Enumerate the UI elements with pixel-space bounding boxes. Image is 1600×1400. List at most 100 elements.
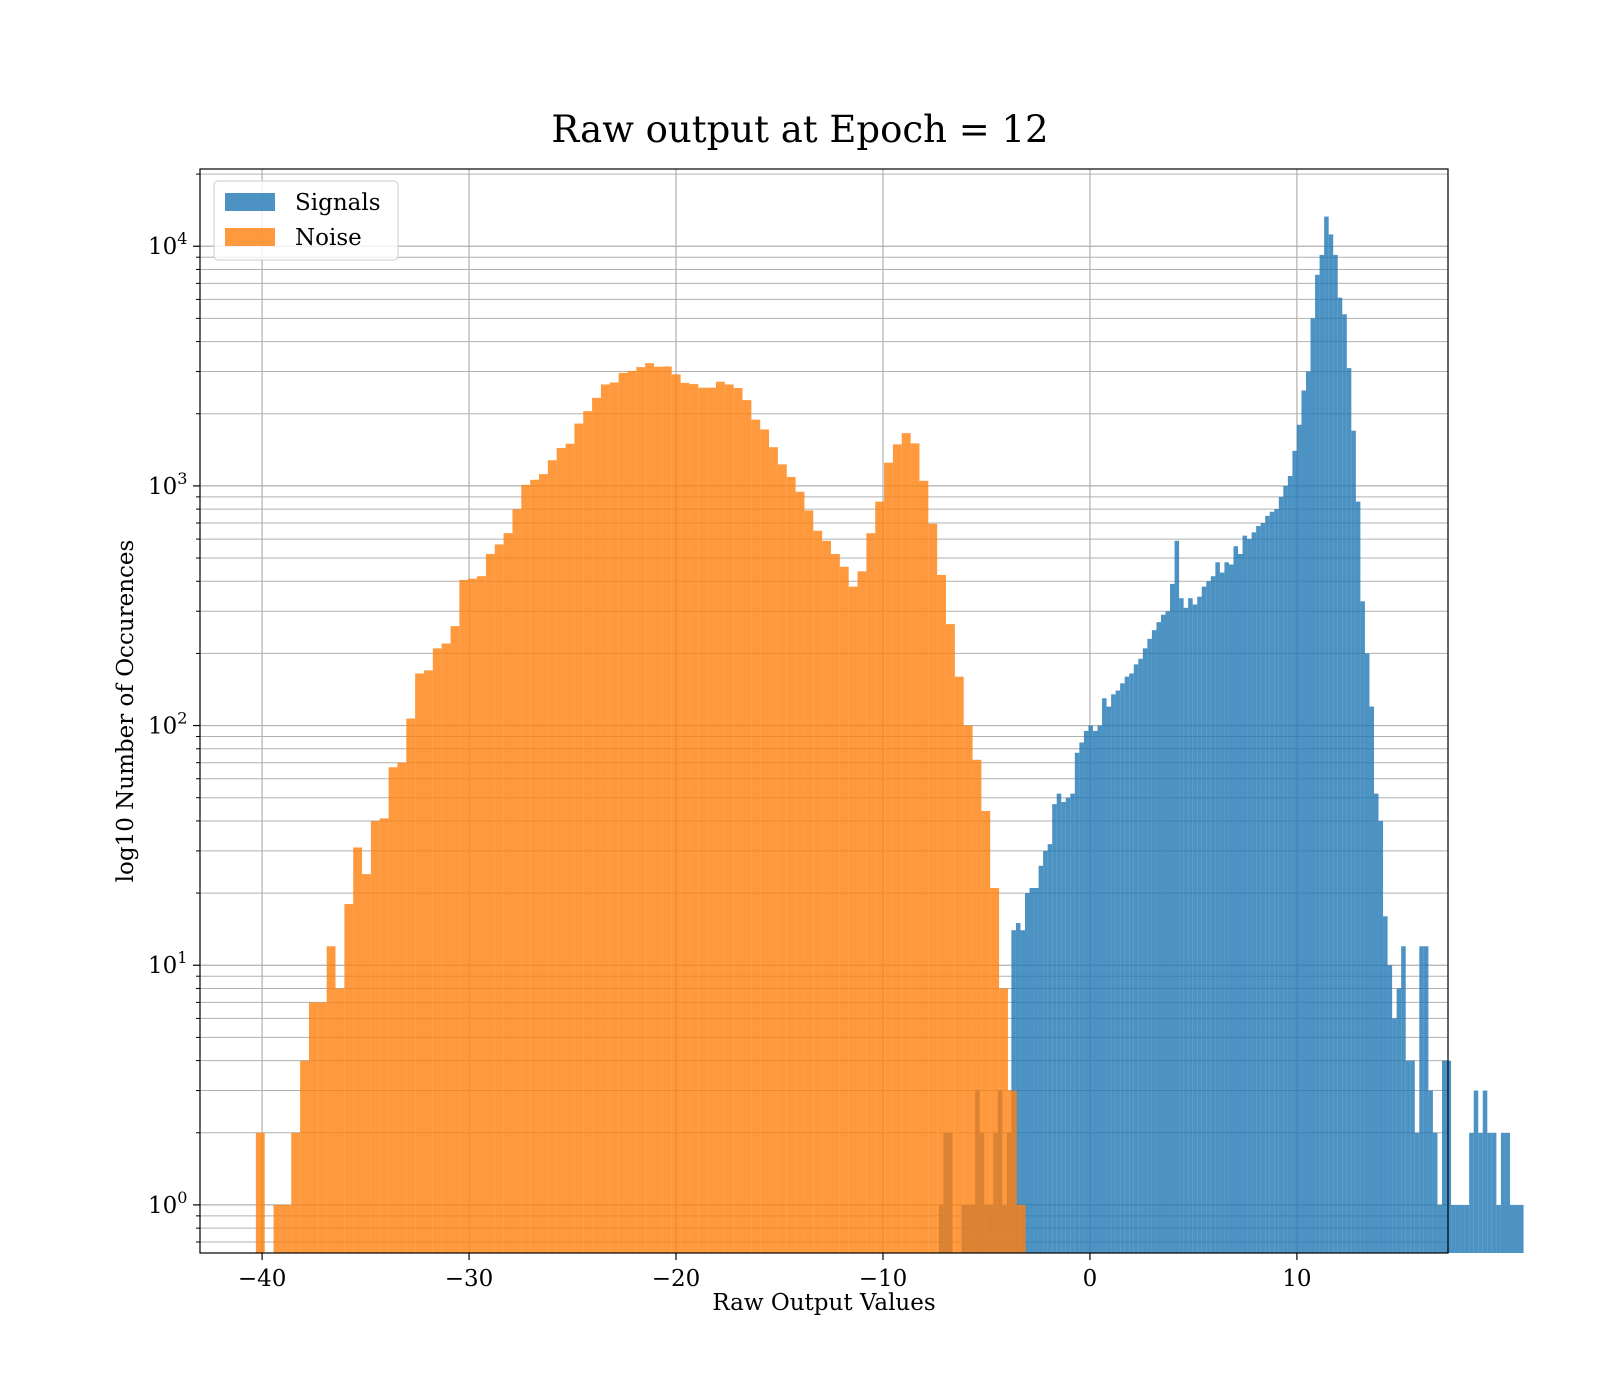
- bar-noise: [485, 553, 495, 1253]
- bar-signals: [1269, 511, 1275, 1253]
- bar-noise: [574, 423, 584, 1253]
- bar-signals: [1029, 888, 1035, 1253]
- x-tick-label: −30: [445, 1266, 494, 1292]
- bar-signals: [1115, 690, 1121, 1253]
- bar-signals: [1432, 1132, 1438, 1253]
- bar-signals: [1287, 475, 1293, 1253]
- bar-signals: [1405, 1060, 1411, 1253]
- bar-noise: [556, 447, 566, 1253]
- bar-signals: [1487, 1132, 1492, 1253]
- bar-signals: [1328, 234, 1334, 1254]
- bar-signals: [1383, 916, 1388, 1253]
- bar-signals: [1319, 254, 1325, 1253]
- bar-signals: [1124, 676, 1130, 1253]
- bar-noise: [742, 400, 752, 1253]
- bar-noise: [804, 510, 814, 1254]
- bar-signals: [1156, 622, 1161, 1253]
- bar-signals: [1274, 509, 1279, 1253]
- bar-signals: [1219, 572, 1225, 1253]
- bar-signals: [1301, 390, 1307, 1253]
- y-tick-label: 102: [148, 709, 187, 740]
- bar-signals: [1092, 730, 1098, 1253]
- bar-signals: [1419, 946, 1424, 1253]
- bar-signals: [1106, 706, 1112, 1253]
- bar-signals: [1482, 1090, 1488, 1253]
- y-axis-ticks: 100 101 102 103 104: [148, 173, 200, 1243]
- bar-signals: [1038, 865, 1044, 1253]
- bar-noise: [724, 384, 734, 1253]
- bar-noise: [937, 574, 947, 1253]
- x-tick-label: −40: [238, 1266, 287, 1292]
- bar-signals: [1034, 888, 1039, 1253]
- bar-signals: [1242, 535, 1248, 1253]
- bar-noise: [494, 544, 504, 1253]
- bar-noise: [335, 988, 345, 1253]
- bar-signals: [1043, 850, 1048, 1253]
- bar-signals: [1342, 314, 1347, 1253]
- x-tick-label: −20: [652, 1266, 701, 1292]
- bar-signals: [1120, 683, 1125, 1253]
- bar-noise: [777, 464, 787, 1253]
- bar-noise: [362, 874, 371, 1253]
- bar-signals: [1509, 1204, 1515, 1253]
- bar-signals: [1351, 430, 1356, 1253]
- bar-signals: [1228, 564, 1234, 1253]
- bar-noise: [963, 725, 973, 1253]
- bar-noise: [397, 762, 407, 1253]
- bar-noise: [848, 586, 858, 1253]
- bar-noise: [698, 387, 708, 1253]
- bar-signals: [1392, 1018, 1397, 1253]
- bar-signals: [1378, 820, 1384, 1253]
- legend-swatch-noise: [225, 228, 275, 246]
- bar-signals: [1238, 553, 1243, 1253]
- bar-noise: [981, 811, 991, 1253]
- bar-signals: [1310, 318, 1316, 1253]
- bar-signals: [1500, 1132, 1506, 1253]
- bar-signals: [1306, 371, 1311, 1254]
- bar-signals: [1260, 523, 1266, 1253]
- bar-signals: [1355, 501, 1361, 1253]
- bar-signals: [1451, 1204, 1456, 1253]
- bar-signals: [1142, 648, 1148, 1253]
- bar-noise: [813, 530, 823, 1253]
- bar-noise: [432, 648, 442, 1253]
- bar-noise: [609, 382, 619, 1253]
- bar-noise: [680, 382, 690, 1253]
- bar-signals: [1505, 1132, 1510, 1253]
- bar-signals: [1061, 801, 1066, 1253]
- bar-noise: [353, 847, 363, 1253]
- bar-signals: [1070, 793, 1075, 1253]
- bar-signals: [1165, 611, 1171, 1253]
- bar-signals: [1469, 1132, 1474, 1253]
- bar-noise: [795, 491, 805, 1253]
- bar-signals: [1514, 1204, 1520, 1253]
- series-signals: [938, 216, 1524, 1254]
- bar-noise: [689, 384, 699, 1253]
- bar-signals: [1201, 586, 1207, 1253]
- bar-signals: [1473, 1090, 1479, 1253]
- bar-noise: [317, 1002, 327, 1253]
- bar-noise: [600, 384, 610, 1253]
- histogram-bars: [255, 216, 1524, 1254]
- bar-signals: [1369, 706, 1374, 1253]
- bar-signals: [1251, 532, 1257, 1253]
- bar-signals: [1428, 1090, 1433, 1253]
- bar-noise: [379, 818, 389, 1253]
- bar-signals: [1024, 893, 1030, 1253]
- bar-noise: [423, 670, 433, 1253]
- bar-signals: [1183, 607, 1189, 1253]
- bar-noise: [530, 479, 540, 1253]
- bar-noise: [769, 447, 778, 1253]
- bar-noise: [901, 433, 911, 1253]
- bar-noise: [565, 443, 575, 1253]
- legend-swatch-signals: [225, 193, 275, 211]
- bar-signals: [1337, 297, 1343, 1253]
- bar-signals: [1464, 1204, 1470, 1253]
- bar-signals: [1111, 694, 1116, 1253]
- bar-signals: [1446, 1060, 1452, 1253]
- bar-noise: [671, 374, 681, 1254]
- bar-signals: [1256, 526, 1261, 1253]
- bar-signals: [1065, 797, 1071, 1253]
- bar-signals: [1283, 485, 1288, 1253]
- bar-noise: [512, 509, 522, 1253]
